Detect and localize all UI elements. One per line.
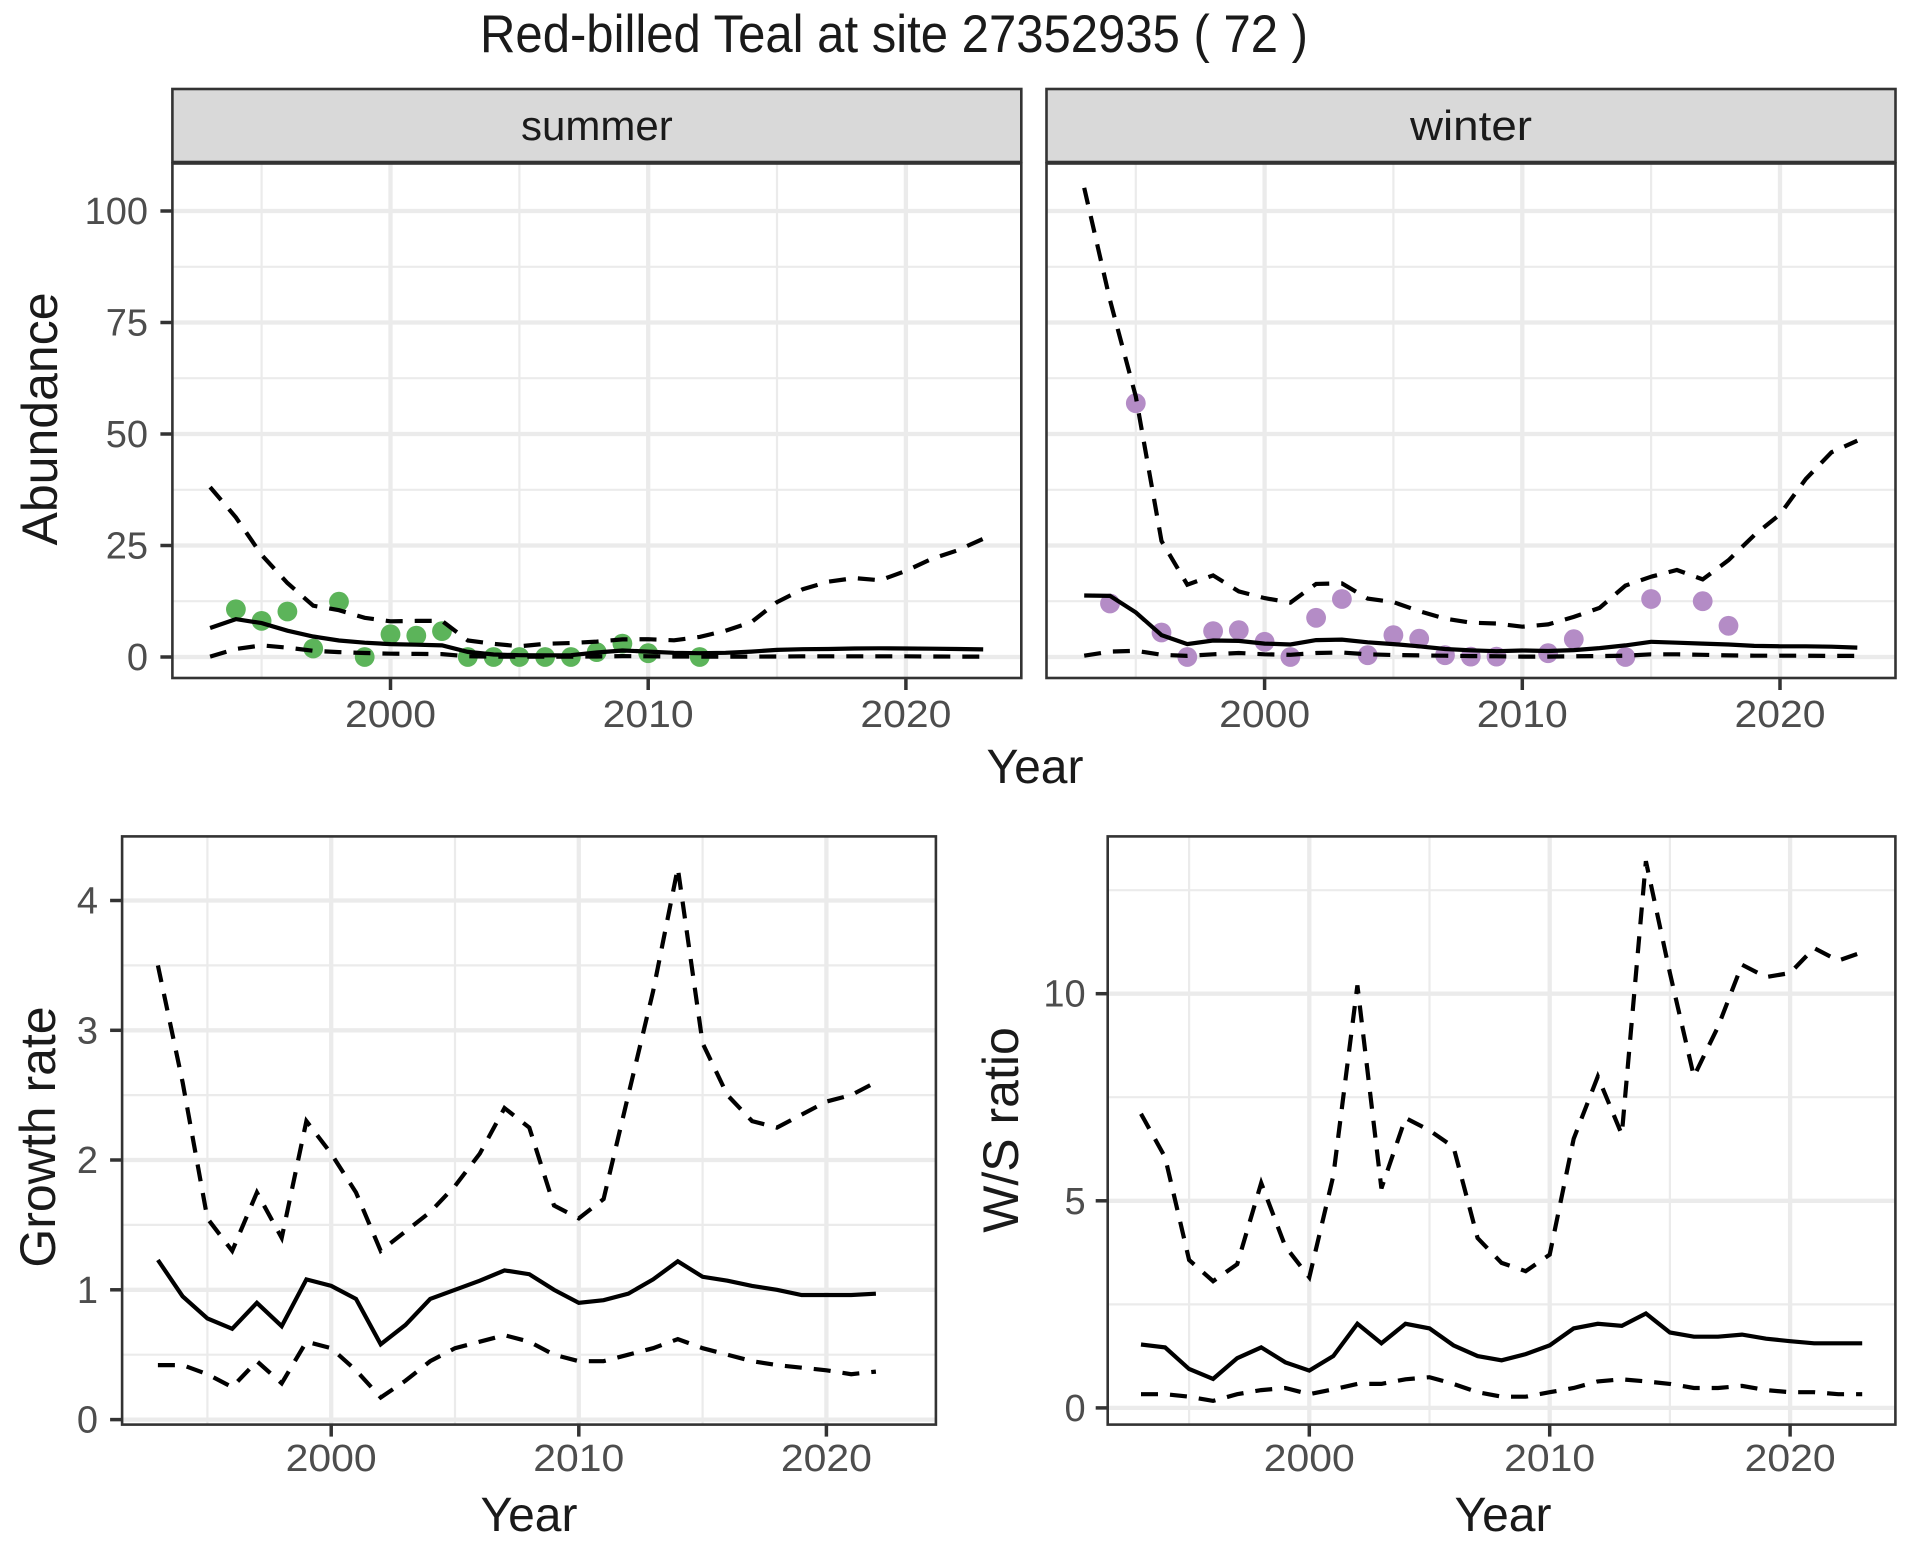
svg-text:0: 0 [1065,1388,1086,1430]
svg-text:Year: Year [987,741,1084,794]
svg-text:100: 100 [85,191,148,233]
svg-text:75: 75 [106,303,148,345]
svg-text:2020: 2020 [860,694,951,736]
svg-text:0: 0 [77,1400,98,1442]
svg-text:2020: 2020 [781,1438,872,1480]
svg-text:winter: winter [1409,102,1532,149]
svg-text:Abundance: Abundance [12,292,68,545]
svg-text:2020: 2020 [1735,694,1826,736]
svg-text:summer: summer [521,102,673,149]
svg-text:4: 4 [77,881,98,923]
svg-text:25: 25 [106,526,148,568]
svg-text:Year: Year [1455,1489,1552,1542]
svg-text:3: 3 [77,1010,98,1052]
svg-text:5: 5 [1065,1181,1086,1223]
svg-text:Growth rate: Growth rate [10,1006,66,1267]
svg-text:0: 0 [127,637,148,679]
svg-text:1: 1 [77,1270,98,1312]
svg-text:2000: 2000 [1264,1438,1355,1480]
svg-text:Red-billed Teal at site 273529: Red-billed Teal at site 27352935 ( 72 ) [480,5,1308,64]
svg-text:2000: 2000 [345,694,436,736]
svg-text:2: 2 [77,1140,98,1182]
svg-text:2000: 2000 [1219,694,1310,736]
svg-text:10: 10 [1043,974,1085,1016]
svg-text:2000: 2000 [286,1438,377,1480]
svg-text:W/S ratio: W/S ratio [973,1027,1029,1233]
svg-text:2010: 2010 [1477,694,1568,736]
svg-text:50: 50 [106,414,148,456]
svg-text:Year: Year [481,1489,578,1542]
svg-text:2020: 2020 [1745,1438,1836,1480]
svg-text:2010: 2010 [533,1438,624,1480]
svg-text:2010: 2010 [1504,1438,1595,1480]
svg-text:2010: 2010 [603,694,694,736]
